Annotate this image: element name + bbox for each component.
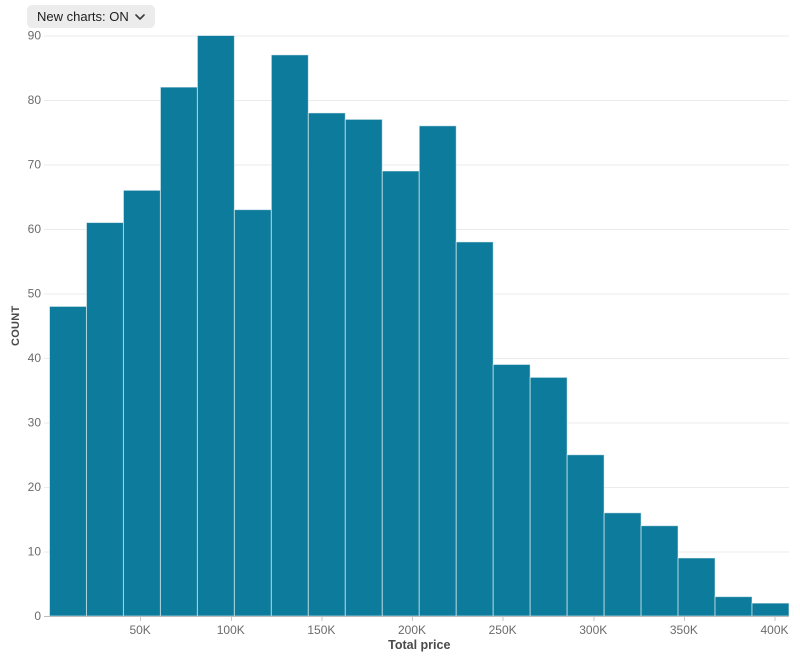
y-tick-label: 0 xyxy=(34,609,41,623)
histogram-bar[interactable] xyxy=(751,602,790,617)
chevron-down-icon xyxy=(134,13,145,20)
y-tick-label: 60 xyxy=(28,222,42,236)
histogram-bar[interactable] xyxy=(566,454,605,617)
new-charts-dropdown[interactable]: New charts: ON xyxy=(27,5,155,28)
y-tick-label: 40 xyxy=(28,351,42,365)
new-charts-dropdown-label: New charts: ON xyxy=(37,9,129,24)
x-axis-title: Total price xyxy=(388,638,450,652)
histogram-bar[interactable] xyxy=(677,557,716,617)
y-axis-title: COUNT xyxy=(10,305,22,346)
histogram-bar[interactable] xyxy=(455,241,494,617)
x-tick-label: 100K xyxy=(217,623,245,637)
y-tick-label: 20 xyxy=(28,480,42,494)
y-tick-label: 10 xyxy=(28,545,42,559)
x-tick-label: 300K xyxy=(579,623,607,637)
y-tick-label: 30 xyxy=(28,416,42,430)
x-tick-label: 200K xyxy=(398,623,426,637)
histogram-bar[interactable] xyxy=(49,305,87,617)
histogram-bar[interactable] xyxy=(233,209,272,617)
histogram-bar[interactable] xyxy=(159,86,198,617)
histogram-bar[interactable] xyxy=(307,112,346,617)
x-tick-label: 250K xyxy=(489,623,517,637)
y-tick-label: 50 xyxy=(28,287,42,301)
x-tick-label: 400K xyxy=(760,623,788,637)
x-tick-label: 150K xyxy=(307,623,335,637)
histogram-bar[interactable] xyxy=(122,189,161,617)
y-tick-label: 70 xyxy=(28,158,42,172)
histogram-bar[interactable] xyxy=(381,170,420,617)
y-tick-label: 80 xyxy=(28,93,42,107)
x-tick-label: 50K xyxy=(129,623,150,637)
y-tick-label: 90 xyxy=(28,29,42,43)
histogram-bar[interactable] xyxy=(640,525,679,617)
histogram-bar[interactable] xyxy=(714,596,753,617)
histogram-bar[interactable] xyxy=(418,125,457,617)
histogram-bar[interactable] xyxy=(529,376,568,617)
histogram-bar[interactable] xyxy=(270,54,309,617)
x-tick-label: 350K xyxy=(670,623,698,637)
histogram-bar[interactable] xyxy=(196,35,235,617)
histogram-bar[interactable] xyxy=(85,222,124,617)
histogram-bar[interactable] xyxy=(344,118,383,617)
histogram-bar[interactable] xyxy=(603,512,642,617)
histogram-bar[interactable] xyxy=(492,363,531,617)
